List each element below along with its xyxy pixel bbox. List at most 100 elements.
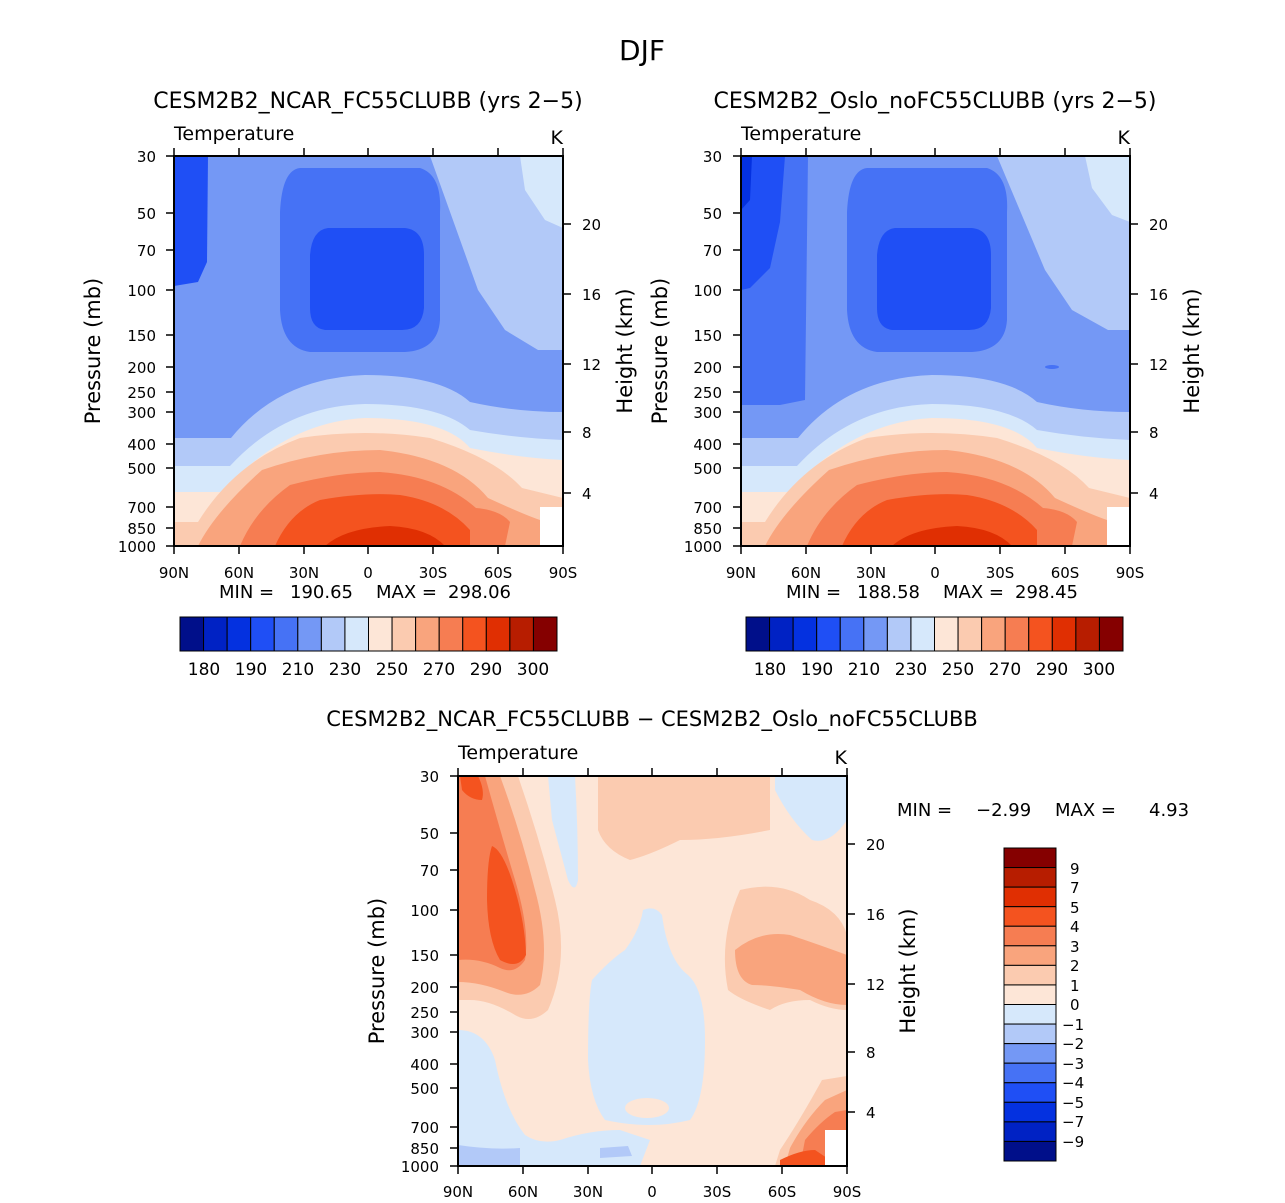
- colorbar-swatch: [1003, 1101, 1057, 1123]
- y-axis-label: Pressure (mb): [365, 898, 389, 1045]
- height-tick-label: 4: [866, 1104, 876, 1122]
- colorbar-swatch: [438, 616, 464, 652]
- colorbar-label: 2: [1070, 957, 1080, 975]
- x-tick-label: 30S: [419, 564, 448, 582]
- max-label: MAX =: [376, 582, 437, 603]
- x-tick-label: 60N: [791, 564, 821, 582]
- contour-field: [174, 156, 563, 546]
- panel-difference: CESM2B2_NCAR_FC55CLUBB − CESM2B2_Oslo_no…: [326, 707, 1189, 1201]
- colorbar-label: 7: [1070, 879, 1080, 897]
- colorbar-swatch: [344, 616, 369, 652]
- x-tick-label: 60N: [508, 1183, 538, 1201]
- colorbar-swatch: [1003, 1140, 1057, 1162]
- colorbar-label: 290: [470, 660, 502, 680]
- pressure-tick-label: 250: [410, 1004, 439, 1022]
- colorbar-labels: 180 190 210 230 250 270 290 300: [754, 660, 1115, 680]
- pressure-tick-label: 850: [127, 520, 156, 538]
- colorbar-swatch: [368, 616, 393, 652]
- height-ticks: [563, 223, 571, 494]
- colorbar-swatch: [203, 616, 228, 652]
- colorbar-swatch: [1003, 945, 1057, 966]
- colorbar-swatch: [226, 616, 252, 652]
- height-tick-labels: 20 16 12 8 4: [582, 216, 601, 503]
- x-tick-label: 0: [363, 564, 373, 582]
- colorbar-swatch: [839, 616, 865, 652]
- x-tick-label: 60N: [224, 564, 254, 582]
- variable-label: Temperature: [740, 123, 861, 145]
- pressure-tick-label: 1000: [118, 538, 156, 556]
- pressure-tick-labels: 30 50 70 100 150 200 250 300 400 500 700…: [401, 768, 439, 1176]
- x-tick-label: 90N: [726, 564, 756, 582]
- x-tick-label: 30N: [573, 1183, 603, 1201]
- height-tick-label: 16: [582, 286, 601, 304]
- colorbar-label: 4: [1070, 918, 1080, 936]
- colorbar-swatch: [981, 616, 1006, 652]
- pressure-tick-label: 300: [410, 1024, 439, 1042]
- height-tick-label: 8: [1149, 424, 1159, 442]
- colorbar-swatch: [1028, 616, 1053, 652]
- colorbar: 9 7 5 4 3 2 1 0 −1 −2 −3 −4 −5 −7 −9: [1003, 847, 1084, 1162]
- colorbar-swatches: [745, 616, 1124, 652]
- colorbar: 180 190 210 230 250 270 290 300: [745, 616, 1124, 680]
- colorbar-swatch: [320, 616, 346, 652]
- panel-oslo: CESM2B2_Oslo_noFC55CLUBB (yrs 2−5) Tempe…: [648, 89, 1204, 680]
- pressure-tick-label: 700: [410, 1119, 439, 1137]
- colorbar-labels: 180 190 210 230 250 270 290 300: [188, 660, 549, 680]
- variable-label: Temperature: [173, 123, 294, 145]
- colorbar-swatch: [1003, 984, 1057, 1005]
- x-tick-label: 90N: [443, 1183, 473, 1201]
- pressure-tick-label: 1000: [401, 1158, 439, 1176]
- colorbar-label: 250: [376, 660, 408, 680]
- pressure-tick-label: 50: [137, 205, 156, 223]
- colorbar-swatch: [297, 616, 322, 652]
- colorbar-label: −5: [1062, 1094, 1084, 1112]
- colorbar-swatch: [1003, 867, 1057, 888]
- pressure-tick-label: 850: [693, 520, 722, 538]
- x-tick-label: 90S: [549, 564, 578, 582]
- pressure-tick-label: 100: [410, 902, 439, 920]
- colorbar-swatch: [792, 616, 818, 652]
- colorbar-label: −1: [1062, 1016, 1084, 1034]
- x-tick-labels: 90N 60N 30N 0 30S 60S 90S: [443, 1183, 861, 1201]
- colorbar-swatch: [273, 616, 299, 652]
- x-tick-label: 30N: [856, 564, 886, 582]
- max-value: 298.45: [1015, 582, 1078, 603]
- min-max-readout: MIN = 190.65 MAX = 298.06: [219, 582, 511, 603]
- colorbar-swatch: [769, 616, 794, 652]
- pressure-tick-label: 300: [693, 404, 722, 422]
- colorbar-label: −9: [1062, 1133, 1084, 1151]
- colorbar-swatch: [1098, 616, 1124, 652]
- colorbar-label: −3: [1062, 1055, 1084, 1073]
- min-label: MIN =: [897, 800, 952, 821]
- colorbar-swatch: [1003, 1062, 1057, 1084]
- pressure-tick-label: 200: [693, 359, 722, 377]
- colorbar-label: 230: [895, 660, 927, 680]
- colorbar-swatch: [934, 616, 959, 652]
- pressure-tick-label: 250: [127, 384, 156, 402]
- colorbar-swatch: [1003, 1043, 1057, 1064]
- pressure-tick-label: 500: [693, 460, 722, 478]
- height-tick-label: 4: [1149, 485, 1159, 503]
- pressure-ticks: [733, 155, 741, 547]
- colorbar-label: 3: [1070, 938, 1080, 956]
- pressure-ticks: [166, 155, 174, 547]
- colorbar-swatches: [179, 616, 558, 652]
- y2-axis-label: Height (km): [896, 908, 920, 1033]
- y-axis-label: Pressure (mb): [81, 278, 105, 425]
- colorbar-label: 0: [1070, 996, 1080, 1014]
- pressure-tick-label: 150: [127, 327, 156, 345]
- colorbar-swatch: [391, 616, 417, 652]
- colorbar-label: 190: [235, 660, 267, 680]
- height-tick-label: 20: [582, 216, 601, 234]
- panel-ncar: CESM2B2_NCAR_FC55CLUBB (yrs 2−5) Tempera…: [81, 89, 637, 680]
- colorbar-swatches: [1003, 847, 1057, 1162]
- colorbar-label: −4: [1062, 1074, 1084, 1092]
- colorbar-swatch: [485, 616, 511, 652]
- pressure-tick-label: 400: [127, 436, 156, 454]
- pressure-tick-labels: 30 50 70 100 150 200 250 300 400 500 700…: [684, 148, 722, 556]
- colorbar-swatch: [250, 616, 275, 652]
- min-max-readout: MIN = −2.99 MAX = 4.93: [897, 800, 1189, 821]
- x-ticks: [457, 768, 848, 1174]
- height-tick-label: 8: [866, 1044, 876, 1062]
- colorbar-swatch: [1075, 616, 1100, 652]
